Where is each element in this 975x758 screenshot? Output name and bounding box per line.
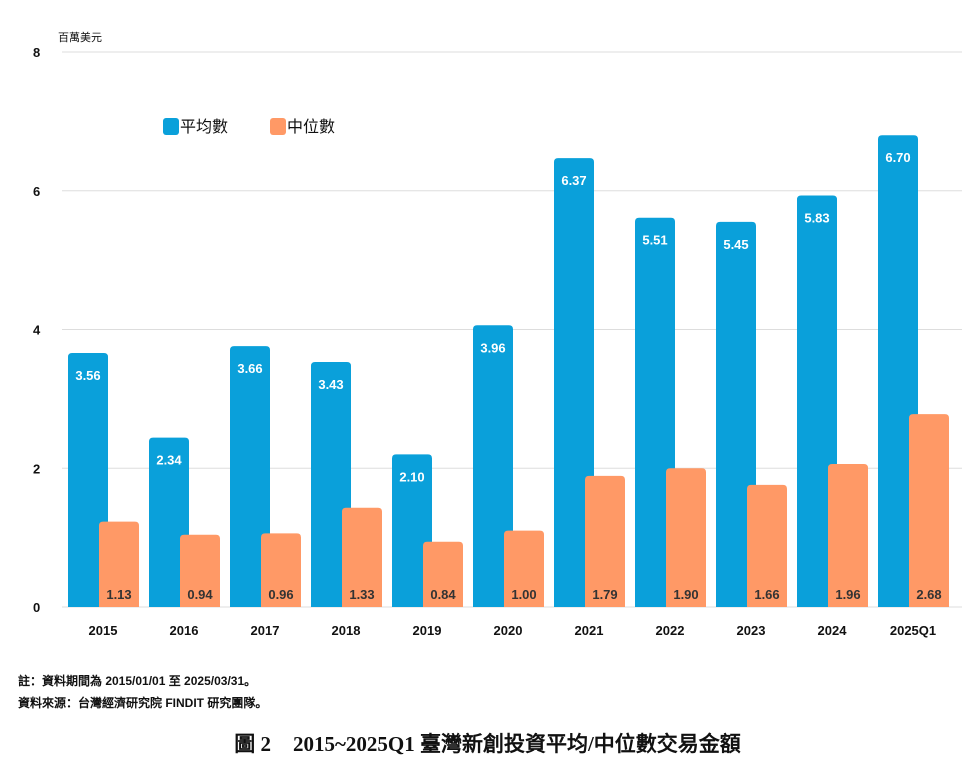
bar-mean-2017: [230, 346, 270, 607]
bar-median-2020: [504, 530, 544, 607]
x-tick-label: 2024: [818, 623, 848, 638]
data-label-median: 1.00: [511, 587, 536, 602]
figure-number: 圖 2: [234, 732, 271, 756]
x-tick-label: 2018: [332, 623, 361, 638]
bar-median-2015: [99, 521, 139, 607]
x-tick-label: 2023: [737, 623, 766, 638]
bar-mean-2021: [554, 158, 594, 608]
y-tick-label: 8: [33, 45, 40, 60]
bar-median-2017: [261, 533, 301, 607]
y-axis-unit: 百萬美元: [58, 31, 102, 44]
data-label-median: 1.66: [754, 587, 779, 602]
y-tick-label: 2: [33, 461, 40, 476]
data-label-mean: 3.43: [318, 377, 343, 392]
data-label-mean: 3.96: [480, 340, 505, 355]
bar-mean-2016: [149, 437, 189, 607]
data-label-mean: 2.10: [399, 469, 424, 484]
legend-median-label: 中位數: [287, 118, 335, 136]
bar-mean-2020: [473, 325, 513, 607]
x-tick-label: 2017: [251, 623, 280, 638]
data-label-mean: 5.45: [723, 237, 748, 252]
data-label-mean: 6.37: [561, 173, 586, 188]
y-tick-label: 4: [33, 323, 41, 338]
bar-mean-2023: [716, 221, 756, 607]
data-label-median: 0.94: [187, 587, 213, 602]
bar-mean-2019: [392, 454, 432, 607]
data-label-mean: 3.56: [75, 368, 100, 383]
bar-median-2019: [423, 541, 463, 607]
y-tick-label: 0: [33, 600, 40, 615]
x-tick-label: 2021: [575, 623, 604, 638]
data-label-median: 1.90: [673, 587, 698, 602]
data-label-median: 1.13: [106, 587, 131, 602]
figure-caption: 圖 2 2015~2025Q1 臺灣新創投資平均/中位數交易金額: [0, 728, 975, 758]
x-tick-label: 2015: [89, 623, 118, 638]
data-label-median: 1.33: [349, 587, 374, 602]
legend-mean-swatch: [163, 118, 179, 135]
bar-median-2024: [828, 464, 868, 607]
x-tick-label: 2016: [170, 623, 199, 638]
bar-mean-2024: [797, 195, 837, 607]
legend-mean-label: 平均數: [180, 118, 228, 136]
source-note: 資料來源：台灣經濟研究院 FINDIT 研究團隊。: [18, 696, 268, 710]
bar-mean-2025Q1: [878, 135, 918, 607]
x-tick-label: 2025Q1: [890, 623, 936, 638]
bar-mean-2018: [311, 362, 351, 607]
x-tick-label: 2022: [656, 623, 685, 638]
data-label-median: 1.96: [835, 587, 860, 602]
x-tick-label: 2019: [413, 623, 442, 638]
bar-median-2021: [585, 475, 625, 607]
data-label-mean: 6.70: [885, 150, 910, 165]
data-label-mean: 3.66: [237, 361, 262, 376]
bar-mean-2022: [635, 217, 675, 607]
data-label-median: 1.79: [592, 587, 617, 602]
y-tick-label: 6: [33, 184, 40, 199]
bar-median-2016: [180, 534, 220, 607]
data-label-median: 0.96: [268, 587, 293, 602]
figure-title: 2015~2025Q1 臺灣新創投資平均/中位數交易金額: [292, 732, 741, 756]
x-tick-label: 2020: [494, 623, 523, 638]
bar-median-2022: [666, 468, 706, 607]
data-label-mean: 5.51: [642, 233, 667, 248]
legend-median-swatch: [270, 118, 286, 135]
footnote: 註：資料期間為 2015/01/01 至 2025/03/31。: [18, 674, 257, 688]
data-label-median: 2.68: [916, 587, 941, 602]
bar-mean-2015: [68, 353, 108, 607]
data-label-mean: 2.34: [156, 453, 182, 468]
bar-median-2023: [747, 484, 787, 607]
bar-median-2025Q1: [909, 414, 949, 607]
data-label-median: 0.84: [430, 587, 456, 602]
data-label-mean: 5.83: [804, 211, 829, 226]
bar-median-2018: [342, 507, 382, 607]
